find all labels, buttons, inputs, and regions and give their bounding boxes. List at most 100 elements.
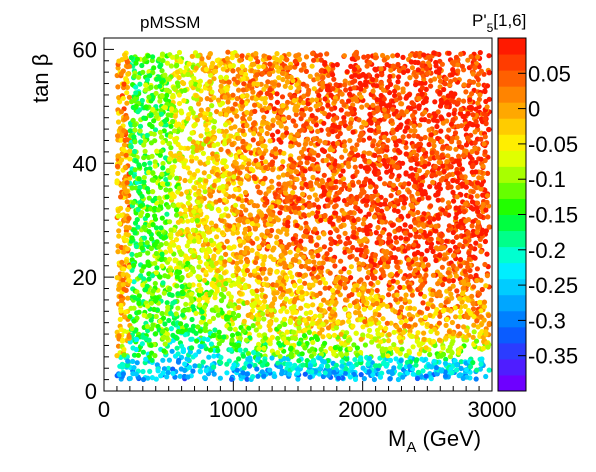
scatter-point xyxy=(476,291,482,297)
scatter-point xyxy=(151,118,157,124)
scatter-point xyxy=(387,201,393,207)
scatter-point xyxy=(135,224,141,230)
scatter-point xyxy=(342,297,349,303)
scatter-point xyxy=(315,166,321,172)
scatter-point xyxy=(427,219,433,225)
scatter-point xyxy=(484,251,490,257)
scatter-point xyxy=(301,333,308,339)
scatter-point xyxy=(219,310,225,316)
scatter-point xyxy=(299,185,305,191)
scatter-point xyxy=(330,287,336,293)
scatter-point xyxy=(238,259,244,265)
scatter-point xyxy=(296,142,302,148)
scatter-point xyxy=(470,306,477,312)
scatter-point xyxy=(223,251,229,257)
scatter-point xyxy=(364,102,370,108)
scatter-point xyxy=(152,127,159,133)
scatter-point xyxy=(373,230,379,236)
scatter-point xyxy=(170,92,176,99)
scatter-point xyxy=(209,64,215,70)
scatter-point xyxy=(390,278,396,284)
scatter-point xyxy=(218,360,224,366)
scatter-point xyxy=(407,273,413,279)
scatter-point xyxy=(482,157,488,164)
scatter-point xyxy=(427,156,433,162)
scatter-point xyxy=(400,54,406,61)
scatter-point xyxy=(430,291,436,298)
scatter-point xyxy=(149,326,155,332)
scatter-point xyxy=(159,310,165,317)
scatter-point xyxy=(287,270,293,276)
scatter-point xyxy=(211,95,217,101)
scatter-point xyxy=(195,168,201,174)
scatter-point xyxy=(242,226,248,232)
scatter-point xyxy=(367,150,373,156)
scatter-point xyxy=(231,76,237,82)
scatter-point xyxy=(426,60,432,66)
scatter-point xyxy=(226,138,232,144)
scatter-point xyxy=(231,244,237,250)
scatter-point xyxy=(296,325,302,331)
scatter-point xyxy=(188,105,194,112)
scatter-point xyxy=(415,369,421,375)
scatter-point xyxy=(474,123,480,129)
scatter-point xyxy=(236,135,242,141)
scatter-point xyxy=(440,163,446,169)
scatter-point xyxy=(434,123,440,130)
scatter-point xyxy=(238,254,244,260)
scatter-point xyxy=(339,91,345,97)
scatter-point xyxy=(279,70,286,76)
scatter-point xyxy=(229,376,235,382)
scatter-point xyxy=(399,304,405,310)
scatter-point xyxy=(431,138,437,145)
scatter-point xyxy=(452,130,459,136)
scatter-point xyxy=(144,186,151,192)
scatter-point xyxy=(351,156,358,163)
scatter-point xyxy=(401,205,407,211)
scatter-point xyxy=(288,143,294,149)
scatter-point xyxy=(406,348,412,354)
scatter-point xyxy=(267,341,273,347)
scatter-point xyxy=(260,70,266,76)
scatter-point xyxy=(396,173,402,179)
scatter-point xyxy=(193,155,199,161)
scatter-point xyxy=(232,124,238,130)
scatter-point xyxy=(204,96,210,102)
scatter-point xyxy=(255,184,261,190)
scatter-point xyxy=(302,345,308,351)
scatter-point xyxy=(169,54,176,60)
scatter-point xyxy=(217,375,223,381)
scatter-point xyxy=(474,193,480,199)
scatter-point xyxy=(318,307,324,313)
scatter-point xyxy=(282,83,288,89)
scatter-point xyxy=(483,283,489,289)
scatter-point xyxy=(392,88,398,94)
scatter-point xyxy=(133,103,139,109)
scatter-point xyxy=(427,215,433,221)
scatter-point xyxy=(406,181,412,187)
scatter-point xyxy=(161,348,167,354)
scatter-point xyxy=(339,154,345,160)
scatter-point xyxy=(358,94,364,100)
scatter-point xyxy=(146,195,152,201)
scatter-point xyxy=(146,276,152,282)
scatter-point xyxy=(414,375,421,382)
scatter-point xyxy=(230,230,236,236)
scatter-point xyxy=(153,90,159,96)
scatter-point xyxy=(172,153,179,159)
scatter-point xyxy=(427,312,433,318)
scatter-point xyxy=(241,365,247,371)
scatter-point xyxy=(236,304,242,311)
scatter-point xyxy=(445,185,451,191)
scatter-point xyxy=(381,96,387,102)
scatter-point xyxy=(391,207,398,213)
scatter-point xyxy=(164,60,170,66)
scatter-point xyxy=(394,52,401,58)
scatter-point xyxy=(145,53,151,59)
scatter-point xyxy=(457,331,463,337)
scatter-point xyxy=(363,248,369,254)
scatter-point xyxy=(340,168,346,174)
scatter-point xyxy=(477,213,483,219)
scatter-point xyxy=(257,324,263,330)
scatter-point xyxy=(341,281,347,287)
